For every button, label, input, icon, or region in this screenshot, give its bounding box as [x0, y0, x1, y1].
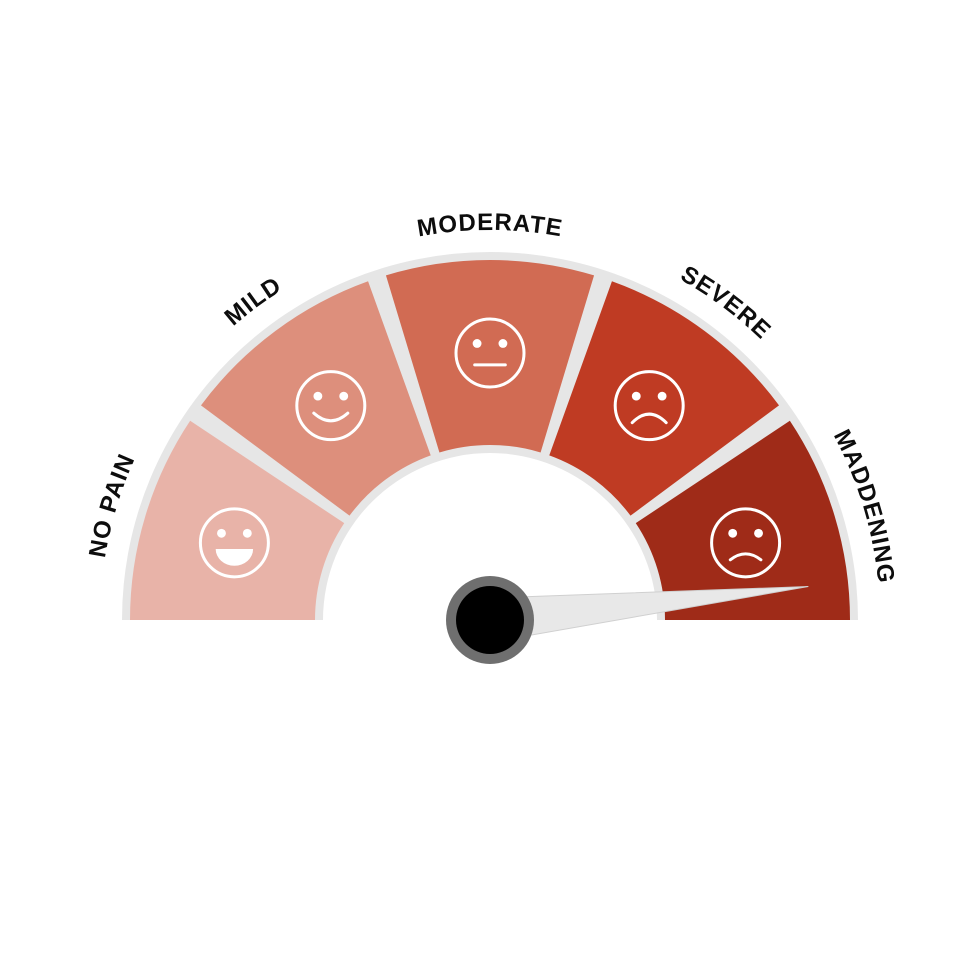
needle-hub-inner — [456, 586, 524, 654]
segment-label: MODERATE — [415, 209, 565, 243]
pain-scale-gauge: NO PAINMILDMODERATESEVEREMADDENING — [0, 0, 980, 980]
